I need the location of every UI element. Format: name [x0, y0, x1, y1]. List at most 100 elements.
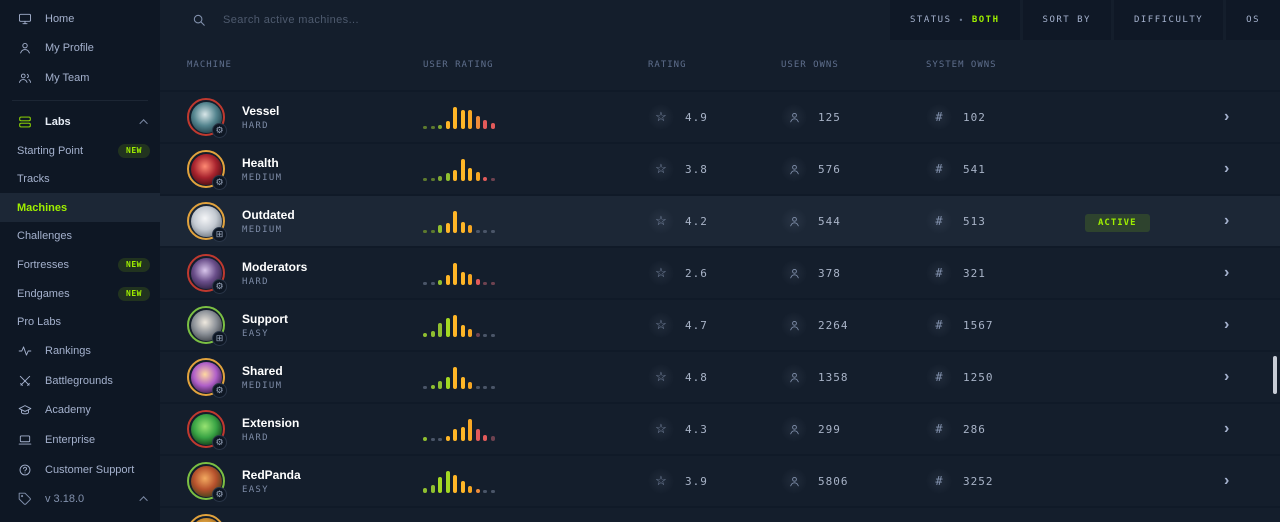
- sidebar-item-enterprise[interactable]: Enterprise: [0, 425, 160, 455]
- machine-name[interactable]: Health: [242, 155, 279, 170]
- row-chevron-icon[interactable]: ›: [1224, 472, 1230, 489]
- sidebar-item-customer-support[interactable]: Customer Support: [0, 455, 160, 485]
- sidebar-item-machines[interactable]: Machines: [0, 193, 160, 223]
- system-owns-value: 321: [963, 266, 986, 280]
- rating-value: 3.9: [685, 474, 708, 488]
- user-owns-cell: 576: [781, 156, 926, 182]
- machine-row[interactable]: ⚙ Vessel HARD ☆ 4.9 125 # 102 ›: [160, 90, 1280, 142]
- sidebar-item-label: Starting Point: [17, 144, 84, 157]
- active-badge: ACTIVE: [1085, 214, 1150, 232]
- hash-icon: #: [926, 520, 952, 522]
- user-icon: [781, 520, 807, 522]
- hash-icon: #: [926, 312, 952, 338]
- sidebar-item-tracks[interactable]: Tracks: [0, 165, 160, 194]
- sidebar-divider: [12, 99, 148, 101]
- os-badge-icon: ⚙: [212, 175, 227, 190]
- machine-row[interactable]: ⚙ Shared MEDIUM ☆ 4.8 1358 # 1250 ›: [160, 350, 1280, 402]
- row-chevron-icon[interactable]: ›: [1224, 212, 1230, 229]
- machine-name[interactable]: RedPanda: [242, 467, 301, 482]
- machine-cell: ⚙ RedPanda EASY: [187, 462, 423, 502]
- row-chevron-icon[interactable]: ›: [1224, 420, 1230, 437]
- sidebar-item-my-profile[interactable]: My Profile: [0, 34, 160, 64]
- chevron-up-icon[interactable]: [139, 496, 148, 505]
- system-owns-value: 1250: [963, 370, 994, 384]
- sidebar-item-academy[interactable]: Academy: [0, 396, 160, 426]
- machine-name[interactable]: Extension: [242, 415, 300, 430]
- vertical-scrollbar-thumb[interactable]: [1273, 356, 1277, 394]
- header-user-rating: USER RATING: [423, 60, 494, 70]
- machine-difficulty: MEDIUM: [242, 224, 283, 235]
- hash-icon: #: [926, 260, 952, 286]
- user-icon: [781, 312, 807, 338]
- os-badge-icon: ⚙: [212, 383, 227, 398]
- sidebar-item-fortresses[interactable]: Fortresses NEW: [0, 251, 160, 280]
- user-owns-cell: 2264: [781, 312, 926, 338]
- machine-name[interactable]: Moderators: [242, 259, 308, 274]
- rating-value: 4.2: [685, 214, 708, 228]
- difficulty-filter-button[interactable]: DIFFICULTY: [1113, 0, 1224, 40]
- sidebar-item-endgames[interactable]: Endgames NEW: [0, 279, 160, 308]
- sidebar-item-pro-labs[interactable]: Pro Labs: [0, 308, 160, 337]
- machine-cell: ⊞ Support EASY: [187, 306, 423, 346]
- user-owns-cell: 299: [781, 416, 926, 442]
- header-machine: MACHINE: [187, 60, 232, 70]
- sort-by-button[interactable]: SORT BY: [1022, 0, 1111, 40]
- sidebar-item-battlegrounds[interactable]: Battlegrounds: [0, 366, 160, 396]
- machine-cell: ⚙ Moderators HARD: [187, 254, 423, 294]
- machine-row[interactable]: ⚙ Extension HARD ☆ 4.3 299 # 286 ›: [160, 402, 1280, 454]
- user-owns-cell: [781, 520, 926, 522]
- machine-row[interactable]: ⚙ Health MEDIUM ☆ 3.8 576 # 541 ›: [160, 142, 1280, 194]
- star-icon: ☆: [648, 208, 674, 234]
- row-chevron-icon[interactable]: ›: [1224, 316, 1230, 333]
- sidebar-item-my-team[interactable]: My Team: [0, 63, 160, 93]
- customer-support-icon: [19, 464, 31, 475]
- machine-name[interactable]: Vessel: [242, 103, 280, 118]
- sidebar-item-label: Endgames: [17, 287, 70, 300]
- star-icon: ☆: [648, 260, 674, 286]
- row-chevron-icon[interactable]: ›: [1224, 108, 1230, 125]
- sidebar-item-home[interactable]: Home: [0, 4, 160, 34]
- sidebar-item-starting-point[interactable]: Starting Point NEW: [0, 136, 160, 165]
- sidebar-item-challenges[interactable]: Challenges: [0, 222, 160, 251]
- machine-row[interactable]: ⚙ RedPanda EASY ☆ 3.9 5806 # 3252 ›: [160, 454, 1280, 506]
- machine-name[interactable]: Support: [242, 311, 288, 326]
- machine-difficulty: HARD: [242, 276, 269, 287]
- row-chevron-icon[interactable]: ›: [1224, 160, 1230, 177]
- header-user-owns: USER OWNS: [781, 60, 839, 70]
- sidebar-version[interactable]: v 3.18.0: [0, 484, 160, 514]
- machine-row[interactable]: ⊞ Support EASY ☆ 4.7 2264 # 1567 ›: [160, 298, 1280, 350]
- sidebar-item-rankings[interactable]: Rankings: [0, 336, 160, 366]
- filter-buttons: STATUS • BOTH SORT BY DIFFICULTY OS: [890, 0, 1280, 40]
- machine-name[interactable]: Shared: [242, 363, 283, 378]
- search-box[interactable]: [192, 13, 521, 27]
- row-chevron-icon[interactable]: ›: [1224, 264, 1230, 281]
- chevron-up-icon[interactable]: [139, 118, 148, 128]
- new-badge: NEW: [118, 143, 150, 158]
- user-owns-value: 576: [818, 162, 841, 176]
- machine-row[interactable]: ☆ #: [160, 506, 1280, 522]
- machine-row[interactable]: ⊞ Outdated MEDIUM ☆ 4.2 544 # 513 ACTIVE…: [160, 194, 1280, 246]
- dot-separator: •: [958, 15, 965, 25]
- os-filter-button[interactable]: OS: [1226, 0, 1280, 40]
- machine-cell: ⚙ Vessel HARD: [187, 98, 423, 138]
- team-icon: [18, 73, 32, 83]
- machine-avatar: ⚙: [187, 150, 227, 190]
- machine-table-body: ⚙ Vessel HARD ☆ 4.9 125 # 102 › ⚙: [160, 90, 1280, 522]
- star-icon: ☆: [648, 364, 674, 390]
- system-owns-cell: # 541: [926, 156, 1085, 182]
- status-filter-button[interactable]: STATUS • BOTH: [890, 0, 1020, 40]
- machine-name[interactable]: Outdated: [242, 207, 295, 222]
- os-badge-icon: ⊞: [212, 227, 227, 242]
- search-input[interactable]: [221, 13, 521, 27]
- machine-row[interactable]: ⚙ Moderators HARD ☆ 2.6 378 # 321 ›: [160, 246, 1280, 298]
- user-icon: [781, 156, 807, 182]
- system-owns-value: 1567: [963, 318, 994, 332]
- machine-difficulty: HARD: [242, 432, 269, 443]
- row-chevron-icon[interactable]: ›: [1224, 368, 1230, 385]
- user-rating-sparkline: [423, 417, 648, 441]
- version-label: v 3.18.0: [45, 493, 85, 506]
- status-filter-value: BOTH: [971, 15, 1000, 25]
- os-badge-icon: ⚙: [212, 279, 227, 294]
- sidebar-item-labs[interactable]: Labs: [0, 107, 160, 137]
